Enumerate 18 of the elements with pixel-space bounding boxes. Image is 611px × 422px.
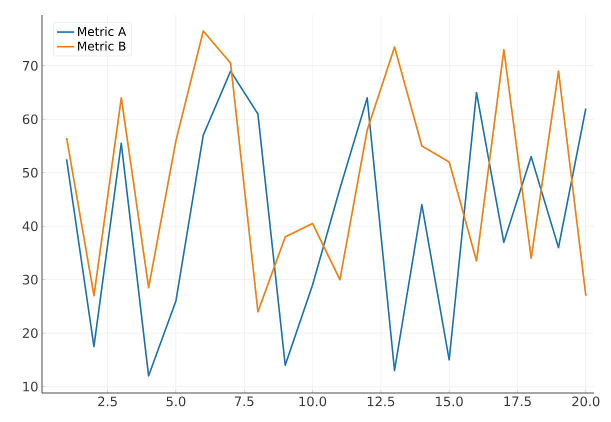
- y-tick-label: 10: [23, 382, 38, 392]
- y-tick-label: 30: [22, 274, 38, 285]
- x-tick-label: 2.5: [98, 396, 117, 406]
- y-tick-label: 20: [22, 328, 38, 338]
- x-tick-label: 7.5: [234, 396, 254, 406]
- legend-label: Metric A: [78, 26, 126, 36]
- y-tick-label: 50: [22, 168, 38, 178]
- x-tick-label: 10.0: [299, 396, 326, 406]
- x-tick-label: 15.0: [436, 396, 463, 406]
- legend-label: Metric B: [78, 41, 126, 51]
- x-tick-label: 5.0: [166, 396, 186, 406]
- line-series: [66, 70, 587, 377]
- x-tick-label: 12.5: [368, 396, 394, 406]
- x-tick-label: 17.5: [504, 396, 531, 406]
- y-tick-label: 70: [23, 60, 38, 71]
- y-tick-label: 40: [22, 221, 38, 232]
- x-tick-label: 20.0: [572, 396, 600, 406]
- y-tick-label: 60: [22, 114, 38, 124]
